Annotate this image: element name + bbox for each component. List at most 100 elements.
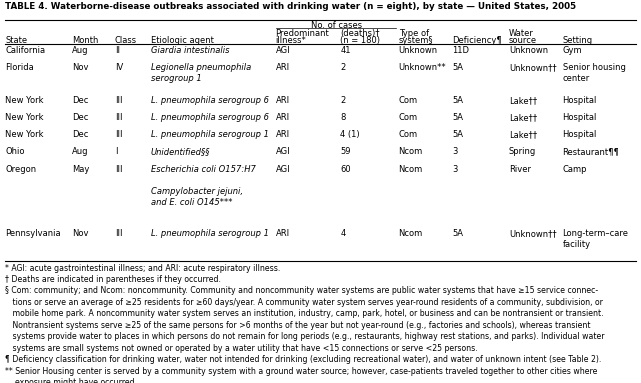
- Text: Water: Water: [509, 29, 534, 38]
- Text: 8: 8: [340, 113, 345, 122]
- Text: 5A: 5A: [452, 113, 463, 122]
- Text: New York: New York: [5, 113, 44, 122]
- Text: Lake††: Lake††: [509, 96, 537, 105]
- Text: Unknown††: Unknown††: [509, 63, 556, 72]
- Text: III: III: [115, 96, 122, 105]
- Text: Ncom: Ncom: [399, 229, 423, 238]
- Text: ** Senior Housing center is served by a community system with a ground water sou: ** Senior Housing center is served by a …: [5, 367, 597, 376]
- Text: ARI: ARI: [276, 96, 290, 105]
- Text: Ncom: Ncom: [399, 165, 423, 173]
- Text: Camp: Camp: [563, 165, 587, 173]
- Text: Lake††: Lake††: [509, 130, 537, 139]
- Text: Deficiency¶: Deficiency¶: [452, 36, 502, 45]
- Text: systems provide water to places in which persons do not remain for long periods : systems provide water to places in which…: [5, 332, 604, 341]
- Text: California: California: [5, 46, 46, 55]
- Text: Dec: Dec: [72, 130, 88, 139]
- Text: Setting: Setting: [563, 36, 593, 45]
- Text: State: State: [5, 36, 28, 45]
- Text: AGI: AGI: [276, 147, 290, 156]
- Text: Com: Com: [399, 130, 418, 139]
- Text: § Com: community; and Ncom: noncommunity. Community and noncommunity water syste: § Com: community; and Ncom: noncommunity…: [5, 286, 598, 295]
- Text: III: III: [115, 130, 122, 139]
- Text: May: May: [72, 165, 90, 173]
- Text: Pennsylvania: Pennsylvania: [5, 229, 61, 238]
- Text: Unknown††: Unknown††: [509, 229, 556, 238]
- Text: III: III: [115, 165, 122, 173]
- Text: III: III: [115, 113, 122, 122]
- Text: Com: Com: [399, 113, 418, 122]
- Text: Unknown: Unknown: [399, 46, 438, 55]
- Text: 60: 60: [340, 165, 351, 173]
- Text: 3: 3: [452, 165, 458, 173]
- Text: Unknown: Unknown: [509, 46, 548, 55]
- Text: River: River: [509, 165, 531, 173]
- Text: 11D: 11D: [452, 46, 469, 55]
- Text: Month: Month: [72, 36, 99, 45]
- Text: Florida: Florida: [5, 63, 34, 72]
- Text: * AGI: acute gastrointestinal illness; and ARI: acute respiratory illness.: * AGI: acute gastrointestinal illness; a…: [5, 264, 281, 272]
- Text: 41: 41: [340, 46, 351, 55]
- Text: AGI: AGI: [276, 165, 290, 173]
- Text: exposure might have occurred.: exposure might have occurred.: [5, 378, 137, 383]
- Text: 2: 2: [340, 63, 345, 72]
- Text: tions or serve an average of ≥25 residents for ≥60 days/year. A community water : tions or serve an average of ≥25 residen…: [5, 298, 603, 307]
- Text: Nov: Nov: [72, 63, 88, 72]
- Text: Unidentified§§: Unidentified§§: [151, 147, 210, 156]
- Text: No. of cases: No. of cases: [312, 21, 363, 30]
- Text: Nov: Nov: [72, 229, 88, 238]
- Text: 5A: 5A: [452, 229, 463, 238]
- Text: Type of: Type of: [399, 29, 429, 38]
- Text: (deaths)†: (deaths)†: [340, 29, 379, 38]
- Text: ARI: ARI: [276, 130, 290, 139]
- Text: Aug: Aug: [72, 147, 88, 156]
- Text: 4 (1): 4 (1): [340, 130, 360, 139]
- Text: Lake††: Lake††: [509, 113, 537, 122]
- Text: Hospital: Hospital: [563, 113, 597, 122]
- Text: (n = 180): (n = 180): [340, 36, 380, 45]
- Text: New York: New York: [5, 130, 44, 139]
- Text: Long-term–care
facility: Long-term–care facility: [563, 229, 629, 249]
- Text: system§: system§: [399, 36, 433, 45]
- Text: New York: New York: [5, 96, 44, 105]
- Text: Class: Class: [115, 36, 137, 45]
- Text: Restaurant¶¶: Restaurant¶¶: [563, 147, 619, 156]
- Text: L. pneumophila serogroup 6: L. pneumophila serogroup 6: [151, 96, 269, 105]
- Text: 4: 4: [340, 229, 345, 238]
- Text: illness*: illness*: [276, 36, 306, 45]
- Text: III: III: [115, 229, 122, 238]
- Text: Spring: Spring: [509, 147, 536, 156]
- Text: II: II: [115, 46, 120, 55]
- Text: I: I: [115, 147, 117, 156]
- Text: source: source: [509, 36, 537, 45]
- Text: Legionella pneumophila
serogroup 1: Legionella pneumophila serogroup 1: [151, 63, 251, 83]
- Text: Aug: Aug: [72, 46, 88, 55]
- Text: Dec: Dec: [72, 113, 88, 122]
- Text: ARI: ARI: [276, 63, 290, 72]
- Text: Ohio: Ohio: [5, 147, 24, 156]
- Text: Oregon: Oregon: [5, 165, 37, 173]
- Text: 5A: 5A: [452, 130, 463, 139]
- Text: systems are small systems not owned or operated by a water utility that have <15: systems are small systems not owned or o…: [5, 344, 478, 353]
- Text: Unknown**: Unknown**: [399, 63, 446, 72]
- Text: Senior housing
center: Senior housing center: [563, 63, 626, 83]
- Text: ¶ Deficiency classification for drinking water, water not intended for drinking : ¶ Deficiency classification for drinking…: [5, 355, 601, 364]
- Text: † Deaths are indicated in parentheses if they occurred.: † Deaths are indicated in parentheses if…: [5, 275, 221, 284]
- Text: Com: Com: [399, 96, 418, 105]
- Text: Dec: Dec: [72, 96, 88, 105]
- Text: IV: IV: [115, 63, 123, 72]
- Text: 3: 3: [452, 147, 458, 156]
- Text: ARI: ARI: [276, 113, 290, 122]
- Text: L. pneumophila serogroup 6: L. pneumophila serogroup 6: [151, 113, 269, 122]
- Text: AGI: AGI: [276, 46, 290, 55]
- Text: ARI: ARI: [276, 229, 290, 238]
- Text: Hospital: Hospital: [563, 96, 597, 105]
- Text: Ncom: Ncom: [399, 147, 423, 156]
- Text: TABLE 4. Waterborne-disease outbreaks associated with drinking water (n = eight): TABLE 4. Waterborne-disease outbreaks as…: [5, 2, 576, 11]
- Text: Hospital: Hospital: [563, 130, 597, 139]
- Text: 2: 2: [340, 96, 345, 105]
- Text: L. pneumophila serogroup 1: L. pneumophila serogroup 1: [151, 130, 269, 139]
- Text: Gym: Gym: [563, 46, 582, 55]
- Text: 5A: 5A: [452, 63, 463, 72]
- Text: 59: 59: [340, 147, 351, 156]
- Text: Giardia intestinalis: Giardia intestinalis: [151, 46, 229, 55]
